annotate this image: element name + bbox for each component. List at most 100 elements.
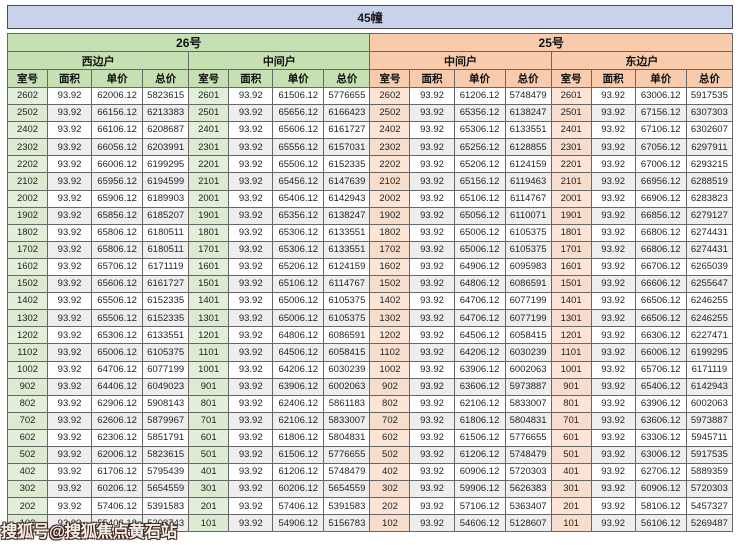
unit-price-cell: 62106.12 xyxy=(272,411,325,430)
room-cell: 402 xyxy=(6,463,49,482)
area-cell: 93.92 xyxy=(409,480,455,499)
unit-price-cell: 64706.12 xyxy=(453,292,506,311)
total-price-cell: 5833007 xyxy=(323,411,371,430)
area-cell: 93.92 xyxy=(590,343,636,362)
total-price-cell: 6002063 xyxy=(504,360,552,379)
unit-price-cell: 62406.12 xyxy=(272,394,325,413)
col-header-price: 单价 xyxy=(272,69,325,88)
room-cell: 2102 xyxy=(6,172,49,191)
unit-price-cell: 65506.12 xyxy=(272,155,325,174)
total-price-cell: 6203991 xyxy=(142,138,190,157)
area-cell: 93.92 xyxy=(228,309,274,328)
room-cell: 2202 xyxy=(6,155,49,174)
room-cell: 302 xyxy=(6,480,49,499)
area-cell: 93.92 xyxy=(228,428,274,447)
room-cell: 902 xyxy=(369,377,411,396)
room-cell: 2501 xyxy=(188,104,230,123)
room-cell: 1101 xyxy=(188,343,230,362)
table-row: 1602 93.92 65706.12 6171119 1601 93.92 65206.1… xyxy=(6,257,734,277)
unit-price-cell: 65206.12 xyxy=(272,257,325,277)
unit-price-cell: 63006.12 xyxy=(634,86,687,106)
room-cell: 501 xyxy=(188,445,230,465)
total-price-cell: 6307303 xyxy=(685,104,734,123)
area-cell: 93.92 xyxy=(590,257,636,277)
total-price-cell: 5917535 xyxy=(685,86,734,106)
unit-price-cell: 62006.12 xyxy=(91,86,144,106)
col-header-total: 总价 xyxy=(142,69,190,88)
unit-price-cell: 66806.12 xyxy=(634,223,687,242)
area-cell: 93.92 xyxy=(228,121,274,140)
col-header-price: 单价 xyxy=(453,69,506,88)
total-price-cell: 6180511 xyxy=(142,223,190,242)
unit-price-cell: 66006.12 xyxy=(91,155,144,174)
area-cell: 93.92 xyxy=(409,514,455,533)
unit-price-cell: 64206.12 xyxy=(272,360,325,379)
col-header-area: 面积 xyxy=(47,69,93,88)
area-cell: 93.92 xyxy=(590,104,636,123)
total-price-cell: 6114767 xyxy=(323,275,371,294)
total-price-cell: 6166423 xyxy=(323,104,371,123)
building-25-header: 25号 xyxy=(369,33,733,52)
area-cell: 93.92 xyxy=(47,343,93,362)
area-cell: 93.92 xyxy=(590,394,636,413)
room-cell: 201 xyxy=(188,497,230,516)
area-cell: 93.92 xyxy=(228,445,274,465)
area-cell: 93.92 xyxy=(409,206,455,225)
unit-price-cell: 66906.12 xyxy=(634,189,687,208)
area-cell: 93.92 xyxy=(409,377,455,396)
room-cell: 1702 xyxy=(6,240,49,259)
total-price-cell: 6147639 xyxy=(323,172,371,191)
total-price-cell: 6138247 xyxy=(504,104,552,123)
unit-price-cell: 67156.12 xyxy=(634,104,687,123)
unit-price-cell: 65956.12 xyxy=(91,172,144,191)
total-price-cell: 6194599 xyxy=(142,172,190,191)
room-cell: 1901 xyxy=(188,206,230,225)
area-cell: 93.92 xyxy=(409,360,455,379)
area-cell: 93.92 xyxy=(228,275,274,294)
area-cell: 93.92 xyxy=(47,326,93,345)
area-cell: 93.92 xyxy=(47,257,93,277)
total-price-cell: 6302607 xyxy=(685,121,734,140)
area-cell: 93.92 xyxy=(590,155,636,174)
total-price-cell: 6002063 xyxy=(323,377,371,396)
total-price-cell: 6152335 xyxy=(323,155,371,174)
room-cell: 2202 xyxy=(369,155,411,174)
unit-price-cell: 63306.12 xyxy=(634,428,687,447)
area-cell: 93.92 xyxy=(409,497,455,516)
area-cell: 93.92 xyxy=(590,86,636,106)
room-cell: 1601 xyxy=(550,257,592,277)
total-price-cell: 6246255 xyxy=(685,292,734,311)
room-cell: 2201 xyxy=(550,155,592,174)
total-price-cell: 5203743 xyxy=(142,514,190,533)
total-price-cell: 5128607 xyxy=(504,514,552,533)
room-cell: 2602 xyxy=(6,86,49,106)
total-price-cell: 6105375 xyxy=(142,343,190,362)
total-price-cell: 6086591 xyxy=(504,275,552,294)
total-price-cell: 6049023 xyxy=(142,377,190,396)
total-price-cell: 6279127 xyxy=(685,206,734,225)
room-cell: 401 xyxy=(188,463,230,482)
room-cell: 901 xyxy=(550,377,592,396)
price-sheet: 45幢 26号 25号 西边户 中间户 中间户 东边户 室号 面积 单价 xyxy=(6,5,734,533)
unit-price-cell: 65806.12 xyxy=(91,223,144,242)
total-price-cell: 6058415 xyxy=(504,326,552,345)
unit-price-cell: 65206.12 xyxy=(453,155,506,174)
room-cell: 2502 xyxy=(369,104,411,123)
unit-price-cell: 62906.12 xyxy=(91,394,144,413)
area-cell: 93.92 xyxy=(409,428,455,447)
room-cell: 2201 xyxy=(188,155,230,174)
area-cell: 93.92 xyxy=(409,292,455,311)
building-header-row: 26号 25号 xyxy=(6,33,733,52)
area-cell: 93.92 xyxy=(409,445,455,465)
area-cell: 93.92 xyxy=(228,394,274,413)
area-cell: 93.92 xyxy=(47,428,93,447)
area-cell: 93.92 xyxy=(409,189,455,208)
unit-price-cell: 61506.12 xyxy=(272,86,325,106)
unit-price-cell: 65356.12 xyxy=(272,206,325,225)
unit-price-cell: 61506.12 xyxy=(453,428,506,447)
unit-price-cell: 60906.12 xyxy=(453,463,506,482)
col-header-total: 总价 xyxy=(323,69,371,88)
total-price-cell: 5654559 xyxy=(323,480,371,499)
total-price-cell: 6138247 xyxy=(323,206,371,225)
total-price-cell: 5945711 xyxy=(685,428,734,447)
